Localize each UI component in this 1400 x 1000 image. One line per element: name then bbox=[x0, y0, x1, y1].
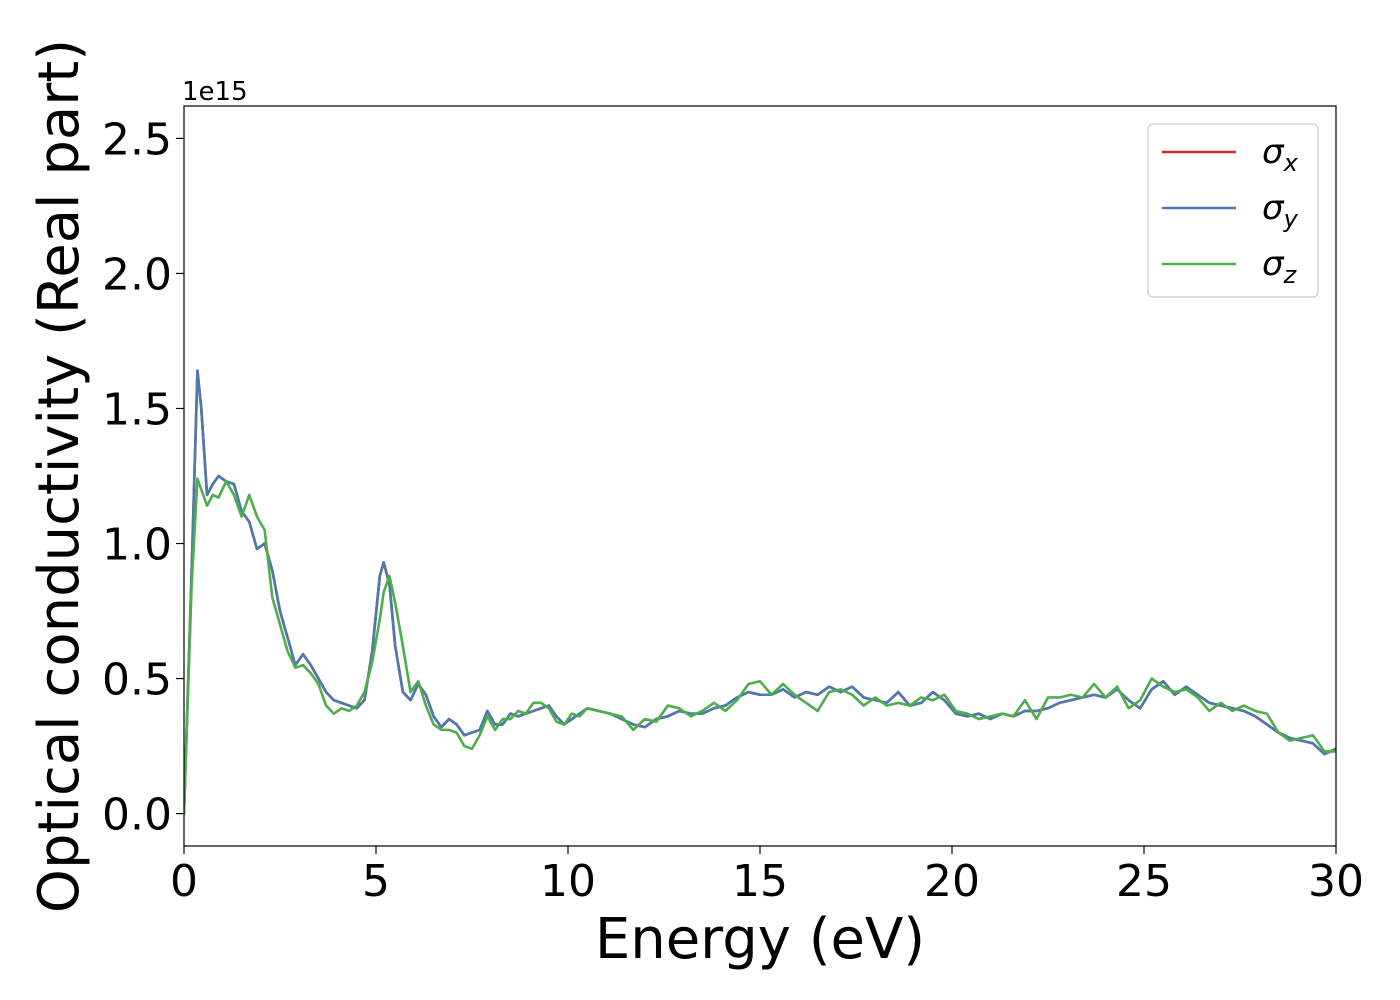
y-tick-label: 2.5 bbox=[102, 114, 172, 165]
y-tick-label: 1.5 bbox=[102, 384, 172, 435]
x-axis-label: Energy (eV) bbox=[595, 907, 925, 972]
x-tick-label: 15 bbox=[732, 856, 788, 907]
y-tick-label: 2.0 bbox=[102, 249, 172, 300]
x-tick-label: 0 bbox=[170, 856, 198, 907]
legend-box bbox=[1147, 123, 1319, 298]
y-tick-label: 0.5 bbox=[102, 655, 172, 706]
legend-entry-x: σx bbox=[1162, 132, 1299, 177]
x-tick-label: 5 bbox=[362, 856, 390, 907]
y-axis-label: Optical conductivity (Real part) bbox=[27, 39, 92, 913]
series-line-z bbox=[184, 477, 1336, 815]
y-tick-label: 0.0 bbox=[102, 790, 172, 841]
legend-label: σx bbox=[1262, 132, 1299, 177]
x-tick-label: 10 bbox=[540, 856, 596, 907]
y-axis-multiplier-label: 1e15 bbox=[182, 77, 248, 107]
x-tick-label: 25 bbox=[1116, 856, 1172, 907]
plot-area bbox=[184, 106, 1336, 846]
legend-entry-y: σy bbox=[1162, 188, 1299, 233]
legend: σx σy σz bbox=[1147, 123, 1319, 298]
legend-label: σz bbox=[1262, 244, 1298, 289]
series-layer bbox=[184, 369, 1336, 815]
x-tick-label: 20 bbox=[924, 856, 980, 907]
legend-entry-z: σz bbox=[1162, 244, 1298, 289]
x-tick-label: 30 bbox=[1308, 856, 1364, 907]
y-tick-label: 1.0 bbox=[102, 520, 172, 571]
plot-background bbox=[184, 106, 1336, 846]
ticks-layer: 0 5 10 15 20 25 30 0.0 0.5 1.0 1.5 2.0 2.5 bbox=[102, 114, 1364, 907]
legend-label: σy bbox=[1262, 188, 1299, 233]
